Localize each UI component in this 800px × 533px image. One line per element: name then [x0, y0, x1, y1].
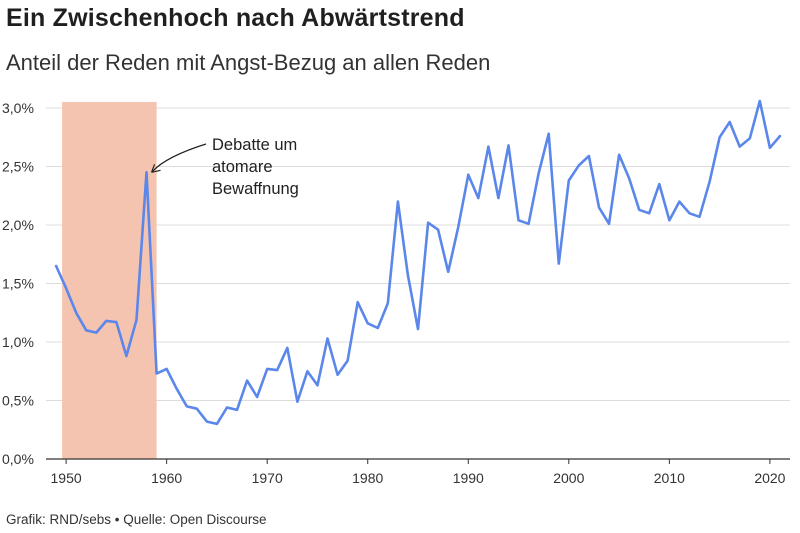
series-group	[54, 99, 782, 426]
x-tick-label: 1980	[352, 470, 383, 486]
x-tick-label: 1960	[151, 470, 182, 486]
gridlines	[46, 107, 790, 401]
y-tick-label: 3,0%	[2, 100, 34, 116]
y-axis: 0,0% 0,5% 1,0% 1,5% 2,0% 2,5% 3,0%	[2, 100, 34, 467]
x-tick-label: 2020	[754, 470, 785, 486]
highlight-band	[62, 102, 157, 459]
y-tick-label: 0,5%	[2, 393, 34, 409]
x-axis: 1950 1960 1970 1980 1990 2000 2010 2020	[46, 458, 790, 486]
series-line	[54, 99, 782, 426]
x-tick-label: 1970	[252, 470, 283, 486]
annotation-text: Debatte um	[212, 136, 297, 154]
x-tick-label: 1950	[51, 470, 82, 486]
chart-subtitle: Anteil der Reden mit Angst-Bezug an alle…	[6, 50, 491, 75]
y-tick-label: 1,5%	[2, 276, 34, 292]
y-tick-label: 0,0%	[2, 451, 34, 467]
annotation-text: atomare	[212, 158, 273, 176]
y-tick-label: 2,5%	[2, 159, 34, 175]
annotation-text: Bewaffnung	[212, 180, 299, 198]
chart-title: Ein Zwischenhoch nach Abwärtstrend	[6, 4, 465, 32]
y-tick-label: 1,0%	[2, 334, 34, 350]
x-tick-label: 2000	[553, 470, 584, 486]
highlight-band-group	[62, 102, 157, 459]
x-tick-label: 1990	[453, 470, 484, 486]
annotation-arrowhead	[150, 164, 161, 173]
annotation-arrow	[152, 143, 207, 172]
x-tick-label: 2010	[654, 470, 685, 486]
annotation: Debatte um atomare Bewaffnung	[150, 136, 299, 198]
y-tick-label: 2,0%	[2, 217, 34, 233]
source-credit: Grafik: RND/sebs • Quelle: Open Discours…	[6, 512, 267, 527]
